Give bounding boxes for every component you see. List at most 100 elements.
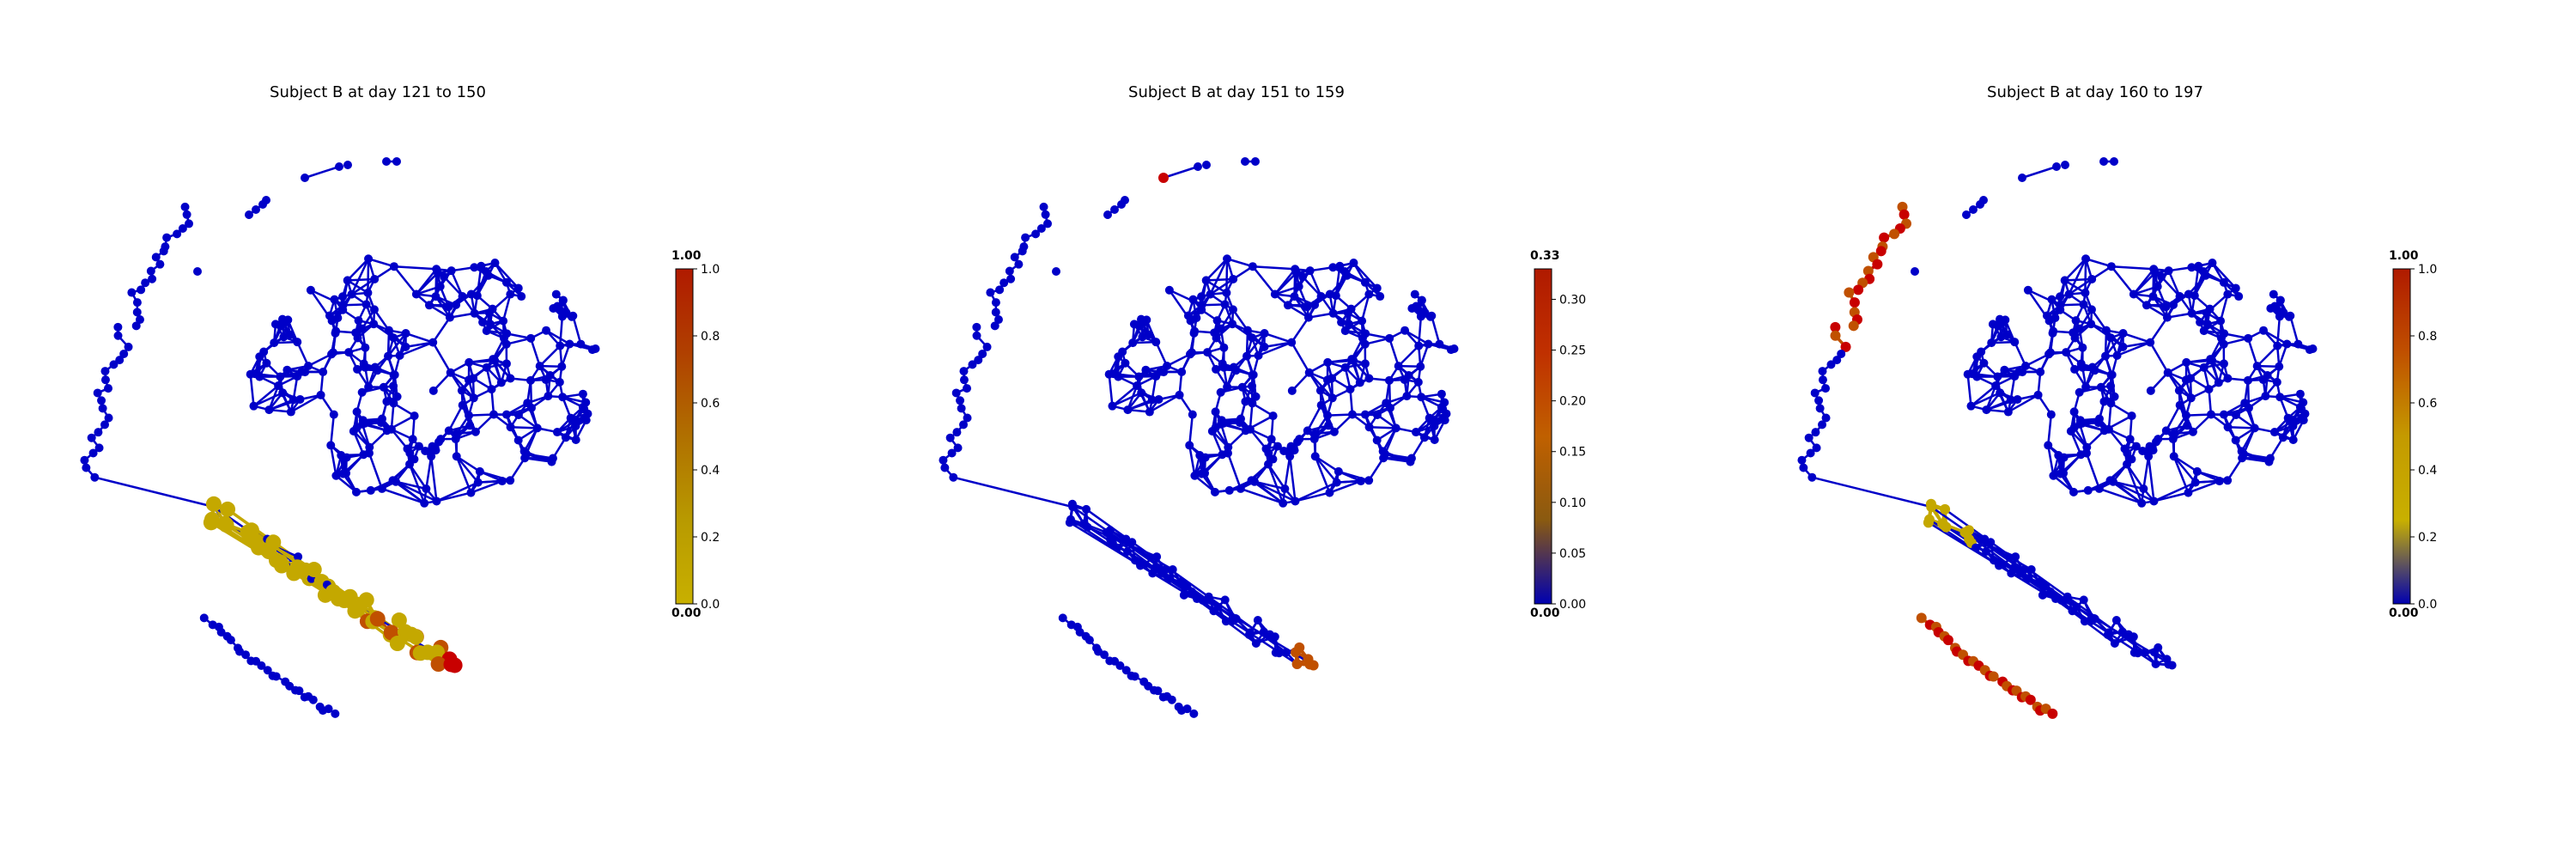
edge: [2047, 445, 2055, 476]
node: [263, 666, 272, 675]
node: [2081, 448, 2091, 458]
node: [1241, 397, 1250, 406]
node: [473, 478, 483, 487]
node: [1818, 420, 1827, 430]
node: [2107, 370, 2117, 380]
node: [1104, 369, 1114, 379]
edge: [1306, 405, 1322, 432]
colorbar: [1534, 268, 1552, 605]
node: [173, 229, 182, 239]
node: [295, 394, 305, 404]
node: [1940, 503, 1951, 515]
edge: [456, 455, 481, 472]
node: [2003, 407, 2013, 417]
node: [1430, 436, 1439, 445]
node: [1411, 428, 1420, 437]
node: [424, 301, 434, 310]
node: [2087, 320, 2096, 329]
node: [119, 349, 129, 358]
node: [1211, 407, 1220, 417]
node: [1361, 329, 1370, 338]
node: [1360, 359, 1370, 369]
edge: [2047, 414, 2053, 446]
node: [293, 338, 302, 347]
node: [2182, 357, 2191, 367]
node: [155, 259, 165, 269]
node: [445, 313, 454, 322]
edge: [368, 453, 384, 490]
edge: [1267, 463, 1286, 490]
edge: [1308, 371, 1334, 399]
node: [255, 352, 264, 362]
node: [335, 162, 343, 171]
node: [357, 324, 367, 333]
network-graph: 0.0 0.2 0.4 0.6 0.8 1.0: [1797, 157, 2437, 719]
node: [1274, 649, 1284, 658]
edge: [393, 265, 437, 271]
node: [2149, 265, 2159, 274]
node: [1192, 314, 1201, 323]
node: [421, 446, 430, 455]
node: [1203, 348, 1212, 357]
node: [384, 326, 393, 335]
node: [556, 341, 565, 350]
node: [566, 413, 575, 423]
node: [391, 612, 407, 629]
edge: [529, 338, 541, 367]
node: [947, 448, 957, 458]
edge: [1254, 480, 1285, 490]
node: [180, 202, 190, 211]
node: [1006, 274, 1016, 283]
node: [2059, 453, 2069, 462]
node: [2202, 320, 2212, 329]
node: [447, 266, 456, 276]
node: [1231, 614, 1241, 624]
node: [1251, 392, 1261, 401]
edge: [1111, 392, 1142, 407]
node: [1289, 442, 1298, 452]
node: [1982, 405, 1991, 415]
node: [338, 301, 348, 310]
colorbar-tick-label: 1.0: [701, 263, 720, 277]
colorbar-tick-label: 0.4: [2418, 464, 2437, 478]
node: [2024, 574, 2033, 583]
node: [1815, 404, 1825, 413]
node: [501, 359, 511, 369]
node: [1804, 433, 1814, 442]
node: [1164, 285, 1174, 295]
node: [274, 557, 290, 574]
node: [1376, 292, 1385, 302]
edge: [94, 476, 215, 509]
node: [1414, 341, 1424, 350]
panel-3: Subject B at day 160 to 197 0.0 0.2 0.4 0.6…: [1717, 0, 2576, 859]
node: [526, 333, 536, 343]
node: [1814, 396, 1824, 405]
edge: [2125, 464, 2143, 504]
node: [342, 468, 351, 478]
node: [113, 331, 123, 340]
node: [1220, 300, 1230, 309]
node: [1201, 276, 1211, 285]
node: [1114, 372, 1123, 381]
node: [331, 471, 341, 480]
node: [1224, 485, 1234, 495]
node: [294, 552, 303, 562]
node: [1963, 369, 1972, 379]
edge: [392, 265, 417, 295]
node: [1996, 319, 2006, 328]
edge: [471, 479, 503, 494]
node: [1159, 565, 1169, 575]
node: [1251, 639, 1261, 649]
node: [1323, 357, 1333, 367]
node: [990, 321, 999, 331]
node: [2275, 362, 2284, 371]
edge: [1163, 165, 1199, 180]
node: [532, 423, 542, 433]
node: [1996, 332, 2006, 342]
node: [2087, 274, 2097, 283]
node: [283, 365, 292, 375]
colorbar-tick-label: 0.15: [1559, 446, 1586, 460]
node: [1052, 267, 1060, 276]
node: [370, 362, 380, 372]
node: [2060, 276, 2069, 285]
